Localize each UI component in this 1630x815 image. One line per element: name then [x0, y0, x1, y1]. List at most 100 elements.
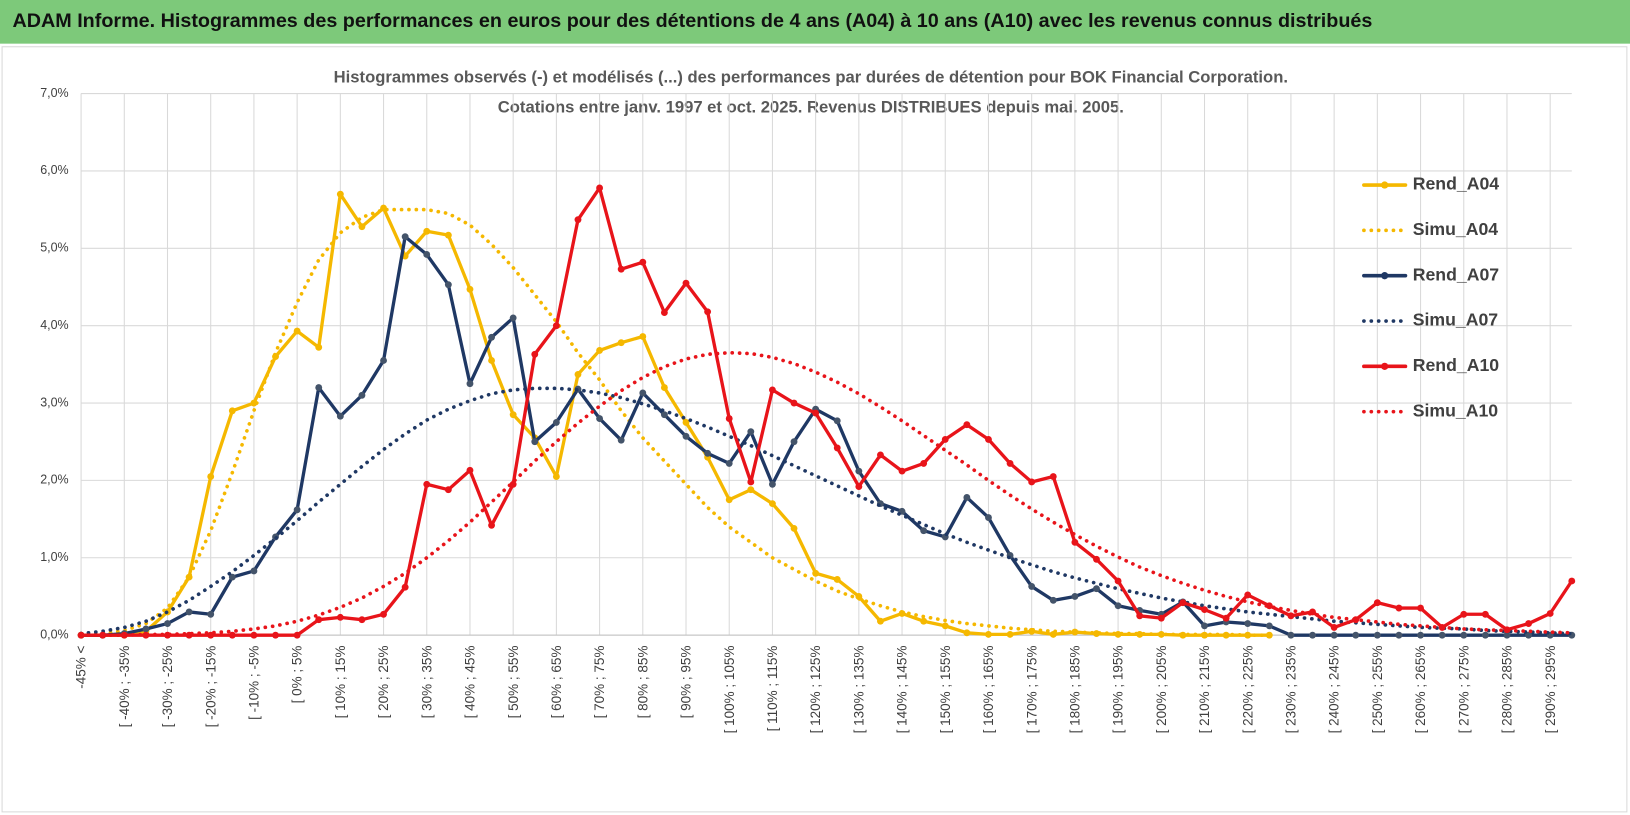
grid: 0,0% 1,0% 2,0% 3,0% 4,0% 5,0% 6,0% 7,0% -45% < [ …	[40, 86, 1572, 734]
series-line	[79, 350, 1574, 637]
series-marker	[228, 631, 236, 639]
series-marker	[293, 506, 301, 514]
header-bar	[0, 0, 1630, 44]
series-marker	[725, 459, 733, 467]
series-marker	[812, 409, 820, 417]
series-marker	[1352, 631, 1360, 639]
legend-marker	[1381, 362, 1389, 370]
series-marker	[1179, 599, 1187, 607]
series-marker	[747, 428, 755, 436]
legend: Rend_A04 Simu_A04 Rend_A07 Simu_A07 Rend_A10…	[1362, 174, 1500, 420]
series-marker	[920, 459, 928, 467]
x-tick-label: [ 80% ; 85%	[635, 646, 650, 719]
series-marker	[898, 467, 906, 475]
series-line	[79, 186, 1574, 637]
series-marker	[725, 415, 733, 422]
series-marker	[315, 616, 323, 624]
series-marker	[207, 610, 215, 618]
x-tick-label: [ 290% ; 295%	[1543, 646, 1558, 734]
series-marker	[164, 620, 171, 627]
series-marker	[617, 339, 625, 347]
series-marker	[509, 314, 517, 322]
series-marker	[941, 435, 949, 443]
series-marker	[1114, 577, 1122, 585]
series-line	[79, 386, 1574, 636]
series-marker	[336, 412, 344, 420]
series-marker	[444, 231, 452, 239]
series-marker	[1244, 591, 1252, 599]
series-marker	[1568, 577, 1576, 585]
series-marker	[1265, 622, 1273, 630]
x-tick-label: [ 90% ; 95%	[679, 646, 694, 719]
series-marker	[725, 496, 733, 504]
legend-label: Rend_A04	[1413, 174, 1500, 194]
series-marker	[617, 436, 625, 444]
series-marker	[293, 327, 301, 335]
legend-label: Simu_A10	[1413, 400, 1499, 420]
series-marker	[423, 480, 431, 488]
series-marker	[617, 265, 625, 273]
x-tick-label: [ 180% ; 185%	[1067, 646, 1082, 734]
series-marker	[768, 500, 776, 508]
legend-label: Rend_A07	[1413, 264, 1500, 284]
series-marker	[466, 466, 474, 474]
series-marker	[855, 467, 863, 475]
series-marker	[660, 411, 668, 419]
series-marker	[596, 184, 604, 192]
x-tick-label: [ 210% ; 215%	[1197, 646, 1212, 734]
series-marker	[466, 285, 474, 293]
series-marker	[812, 569, 820, 577]
series-marker	[488, 333, 495, 341]
series-marker	[1157, 630, 1165, 638]
x-tick-label: [ 170% ; 175%	[1024, 646, 1039, 734]
x-tick-label: [ 50% ; 55%	[506, 646, 521, 719]
series-marker	[1330, 623, 1338, 631]
series-marker	[833, 576, 841, 583]
series-marker	[1417, 604, 1424, 612]
series-marker	[531, 438, 539, 446]
series-marker	[639, 389, 647, 397]
x-tick-label: [ 240% ; 245%	[1327, 646, 1342, 734]
series-marker	[293, 631, 301, 639]
series-marker	[552, 473, 560, 480]
x-tick-label: [ 280% ; 285%	[1500, 646, 1515, 734]
series-marker	[509, 480, 517, 488]
series-marker	[1287, 631, 1295, 639]
x-tick-label: [ 130% ; 135%	[851, 646, 866, 734]
series-marker	[920, 527, 928, 535]
y-tick-label: 3,0%	[40, 395, 68, 409]
series-marker	[250, 631, 258, 639]
series-marker	[531, 350, 539, 358]
series-marker	[1093, 555, 1100, 563]
series-marker	[790, 438, 798, 446]
series-marker	[1438, 631, 1446, 639]
series-marker	[1481, 610, 1489, 618]
series-marker	[1525, 620, 1533, 627]
series-marker	[315, 343, 323, 351]
series-marker	[1417, 631, 1424, 639]
series-marker	[1157, 614, 1165, 622]
series-marker	[596, 347, 604, 354]
series-line	[79, 207, 1272, 637]
legend-marker	[1381, 272, 1389, 280]
x-tick-label: [ 190% ; 195%	[1111, 646, 1126, 734]
series-marker	[877, 617, 884, 625]
series-marker	[336, 613, 344, 621]
chart-frame	[1, 46, 1628, 813]
series-marker	[1114, 630, 1122, 638]
series-marker	[1265, 602, 1273, 610]
series-marker	[315, 384, 323, 392]
series-marker	[380, 357, 387, 364]
series-marker	[1546, 610, 1554, 617]
series-marker	[1093, 585, 1100, 593]
series-marker	[1525, 631, 1533, 639]
series-marker	[358, 223, 366, 231]
series-marker	[985, 630, 992, 638]
series-marker	[682, 432, 690, 440]
series-marker	[1006, 459, 1014, 467]
series-marker	[639, 258, 647, 266]
series-marker	[466, 380, 474, 388]
series-marker	[941, 622, 949, 630]
series-marker	[401, 583, 409, 591]
